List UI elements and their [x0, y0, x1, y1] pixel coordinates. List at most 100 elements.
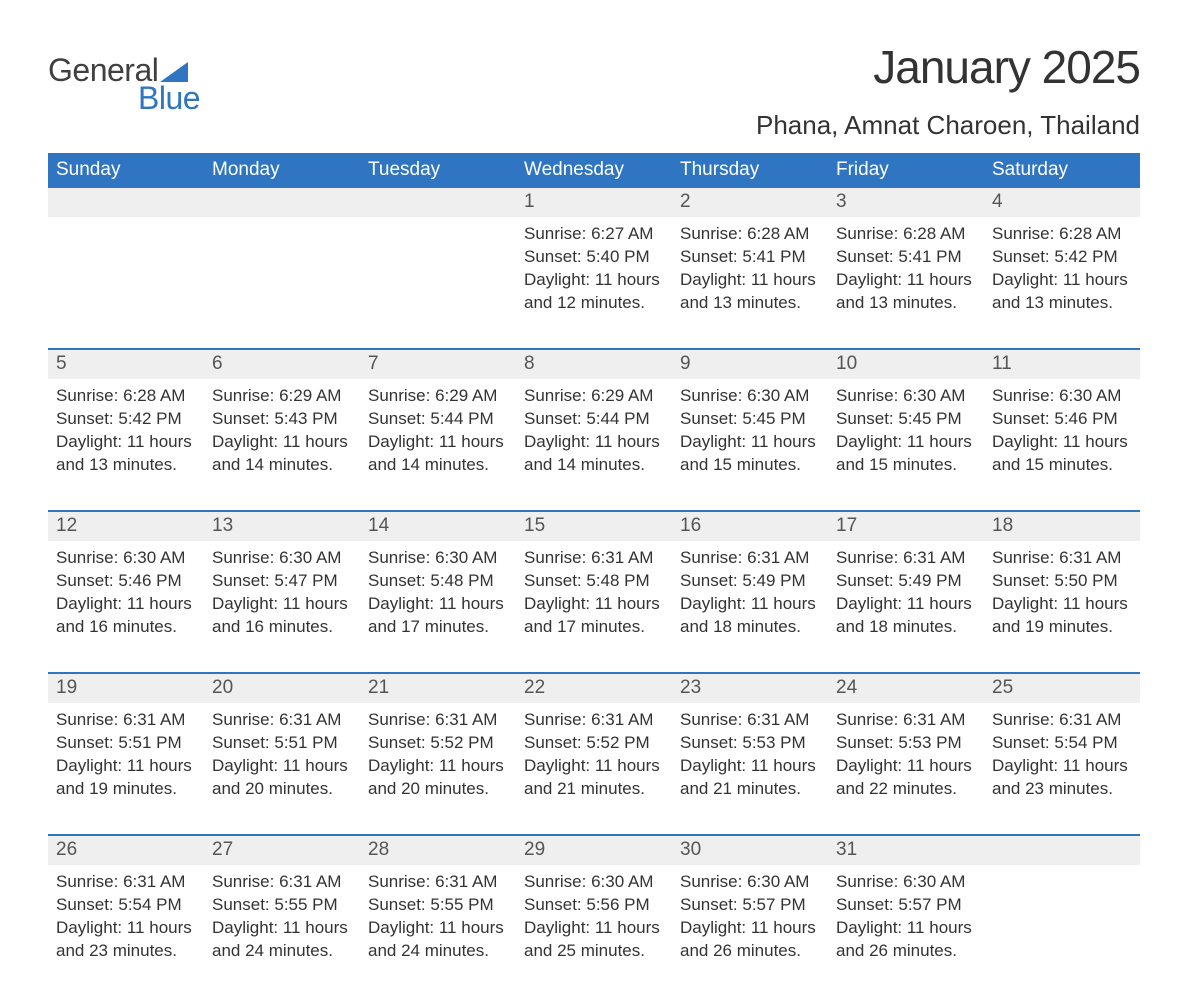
sunrise-text: Sunrise: 6:30 AM: [368, 547, 508, 570]
day-number: 8: [516, 349, 672, 379]
day-number: 19: [48, 673, 204, 703]
sunset-text: Sunset: 5:44 PM: [524, 408, 664, 431]
weekday-header: Thursday: [672, 153, 828, 188]
sunset-text: Sunset: 5:45 PM: [680, 408, 820, 431]
daylight-text: Daylight: 11 hours and 16 minutes.: [56, 593, 196, 639]
sunrise-text: Sunrise: 6:30 AM: [992, 385, 1132, 408]
day-detail: Sunrise: 6:31 AMSunset: 5:53 PMDaylight:…: [828, 703, 984, 835]
sunset-text: Sunset: 5:52 PM: [524, 732, 664, 755]
daylight-text: Daylight: 11 hours and 18 minutes.: [680, 593, 820, 639]
sunset-text: Sunset: 5:43 PM: [212, 408, 352, 431]
day-detail: Sunrise: 6:31 AMSunset: 5:48 PMDaylight:…: [516, 541, 672, 673]
day-detail: Sunrise: 6:28 AMSunset: 5:42 PMDaylight:…: [984, 217, 1140, 349]
day-detail: Sunrise: 6:30 AMSunset: 5:46 PMDaylight:…: [984, 379, 1140, 511]
daylight-text: Daylight: 11 hours and 17 minutes.: [524, 593, 664, 639]
weekday-header-row: SundayMondayTuesdayWednesdayThursdayFrid…: [48, 153, 1140, 188]
sunset-text: Sunset: 5:56 PM: [524, 894, 664, 917]
day-detail: Sunrise: 6:31 AMSunset: 5:52 PMDaylight:…: [516, 703, 672, 835]
empty-day-detail: [204, 217, 360, 349]
daylight-text: Daylight: 11 hours and 19 minutes.: [992, 593, 1132, 639]
day-number: 24: [828, 673, 984, 703]
sunset-text: Sunset: 5:54 PM: [56, 894, 196, 917]
daylight-text: Daylight: 11 hours and 17 minutes.: [368, 593, 508, 639]
day-detail: Sunrise: 6:28 AMSunset: 5:42 PMDaylight:…: [48, 379, 204, 511]
empty-day-detail: [984, 865, 1140, 997]
sunrise-text: Sunrise: 6:30 AM: [836, 385, 976, 408]
page-header: General Blue January 2025 Phana, Amnat C…: [48, 40, 1140, 141]
week-detail-row: Sunrise: 6:31 AM Sunset: 5:54 PM Daylight:…: [48, 865, 1140, 997]
day-detail: Sunrise: 6:30 AMSunset: 5:47 PMDaylight:…: [204, 541, 360, 673]
daylight-text: Daylight: 11 hours and 24 minutes.: [368, 917, 508, 963]
daylight-text: Daylight: 11 hours and 20 minutes.: [212, 755, 352, 801]
sunrise-text: Sunrise: 6:31 AM: [524, 547, 664, 570]
sunset-text: Sunset: 5:44 PM: [368, 408, 508, 431]
day-number: 17: [828, 511, 984, 541]
daylight-text: Daylight: 11 hours and 21 minutes.: [524, 755, 664, 801]
sunset-text: Sunset: 5:40 PM: [524, 246, 664, 269]
day-detail: Sunrise: 6:31 AMSunset: 5:55 PMDaylight:…: [204, 865, 360, 997]
empty-day-number: [984, 835, 1140, 865]
day-number: 13: [204, 511, 360, 541]
sunrise-text: Sunrise: 6:29 AM: [212, 385, 352, 408]
day-number: 16: [672, 511, 828, 541]
sunset-text: Sunset: 5:48 PM: [368, 570, 508, 593]
day-number: 7: [360, 349, 516, 379]
day-number: 18: [984, 511, 1140, 541]
empty-day-number: [360, 188, 516, 217]
sunrise-text: Sunrise: 6:29 AM: [524, 385, 664, 408]
sunset-text: Sunset: 5:55 PM: [212, 894, 352, 917]
daylight-text: Daylight: 11 hours and 14 minutes.: [212, 431, 352, 477]
daylight-text: Daylight: 11 hours and 22 minutes.: [836, 755, 976, 801]
day-number: 29: [516, 835, 672, 865]
sunrise-text: Sunrise: 6:30 AM: [836, 871, 976, 894]
sunrise-text: Sunrise: 6:31 AM: [992, 709, 1132, 732]
sunrise-text: Sunrise: 6:31 AM: [56, 709, 196, 732]
sunset-text: Sunset: 5:51 PM: [212, 732, 352, 755]
sunset-text: Sunset: 5:49 PM: [680, 570, 820, 593]
daylight-text: Daylight: 11 hours and 21 minutes.: [680, 755, 820, 801]
sunset-text: Sunset: 5:53 PM: [836, 732, 976, 755]
sunset-text: Sunset: 5:41 PM: [836, 246, 976, 269]
day-number: 28: [360, 835, 516, 865]
day-number: 12: [48, 511, 204, 541]
day-detail: Sunrise: 6:31 AMSunset: 5:55 PMDaylight:…: [360, 865, 516, 997]
sunrise-text: Sunrise: 6:30 AM: [680, 871, 820, 894]
sunrise-text: Sunrise: 6:30 AM: [212, 547, 352, 570]
sunset-text: Sunset: 5:41 PM: [680, 246, 820, 269]
sunset-text: Sunset: 5:50 PM: [992, 570, 1132, 593]
sunset-text: Sunset: 5:48 PM: [524, 570, 664, 593]
day-number: 14: [360, 511, 516, 541]
day-detail: Sunrise: 6:30 AMSunset: 5:57 PMDaylight:…: [672, 865, 828, 997]
sunrise-text: Sunrise: 6:28 AM: [56, 385, 196, 408]
day-number: 25: [984, 673, 1140, 703]
sunset-text: Sunset: 5:42 PM: [56, 408, 196, 431]
daylight-text: Daylight: 11 hours and 23 minutes.: [992, 755, 1132, 801]
daylight-text: Daylight: 11 hours and 15 minutes.: [680, 431, 820, 477]
weekday-header: Saturday: [984, 153, 1140, 188]
weekday-header: Tuesday: [360, 153, 516, 188]
sunrise-text: Sunrise: 6:31 AM: [212, 871, 352, 894]
week-daynum-row: 12131415161718: [48, 511, 1140, 541]
brand-logo: General Blue: [48, 40, 200, 114]
sunrise-text: Sunrise: 6:31 AM: [992, 547, 1132, 570]
day-number: 31: [828, 835, 984, 865]
day-detail: Sunrise: 6:30 AMSunset: 5:45 PMDaylight:…: [672, 379, 828, 511]
sunrise-text: Sunrise: 6:31 AM: [368, 871, 508, 894]
day-number: 4: [984, 188, 1140, 217]
day-number: 9: [672, 349, 828, 379]
sunset-text: Sunset: 5:51 PM: [56, 732, 196, 755]
daylight-text: Daylight: 11 hours and 13 minutes.: [992, 269, 1132, 315]
brand-part2: Blue: [48, 82, 200, 114]
sunrise-text: Sunrise: 6:31 AM: [680, 547, 820, 570]
day-detail: Sunrise: 6:31 AMSunset: 5:51 PMDaylight:…: [204, 703, 360, 835]
logo-sail-icon: [160, 62, 188, 82]
daylight-text: Daylight: 11 hours and 19 minutes.: [56, 755, 196, 801]
daylight-text: Daylight: 11 hours and 15 minutes.: [992, 431, 1132, 477]
sunrise-text: Sunrise: 6:30 AM: [56, 547, 196, 570]
daylight-text: Daylight: 11 hours and 14 minutes.: [368, 431, 508, 477]
sunset-text: Sunset: 5:47 PM: [212, 570, 352, 593]
day-number: 15: [516, 511, 672, 541]
daylight-text: Daylight: 11 hours and 18 minutes.: [836, 593, 976, 639]
sunset-text: Sunset: 5:46 PM: [56, 570, 196, 593]
sunset-text: Sunset: 5:53 PM: [680, 732, 820, 755]
